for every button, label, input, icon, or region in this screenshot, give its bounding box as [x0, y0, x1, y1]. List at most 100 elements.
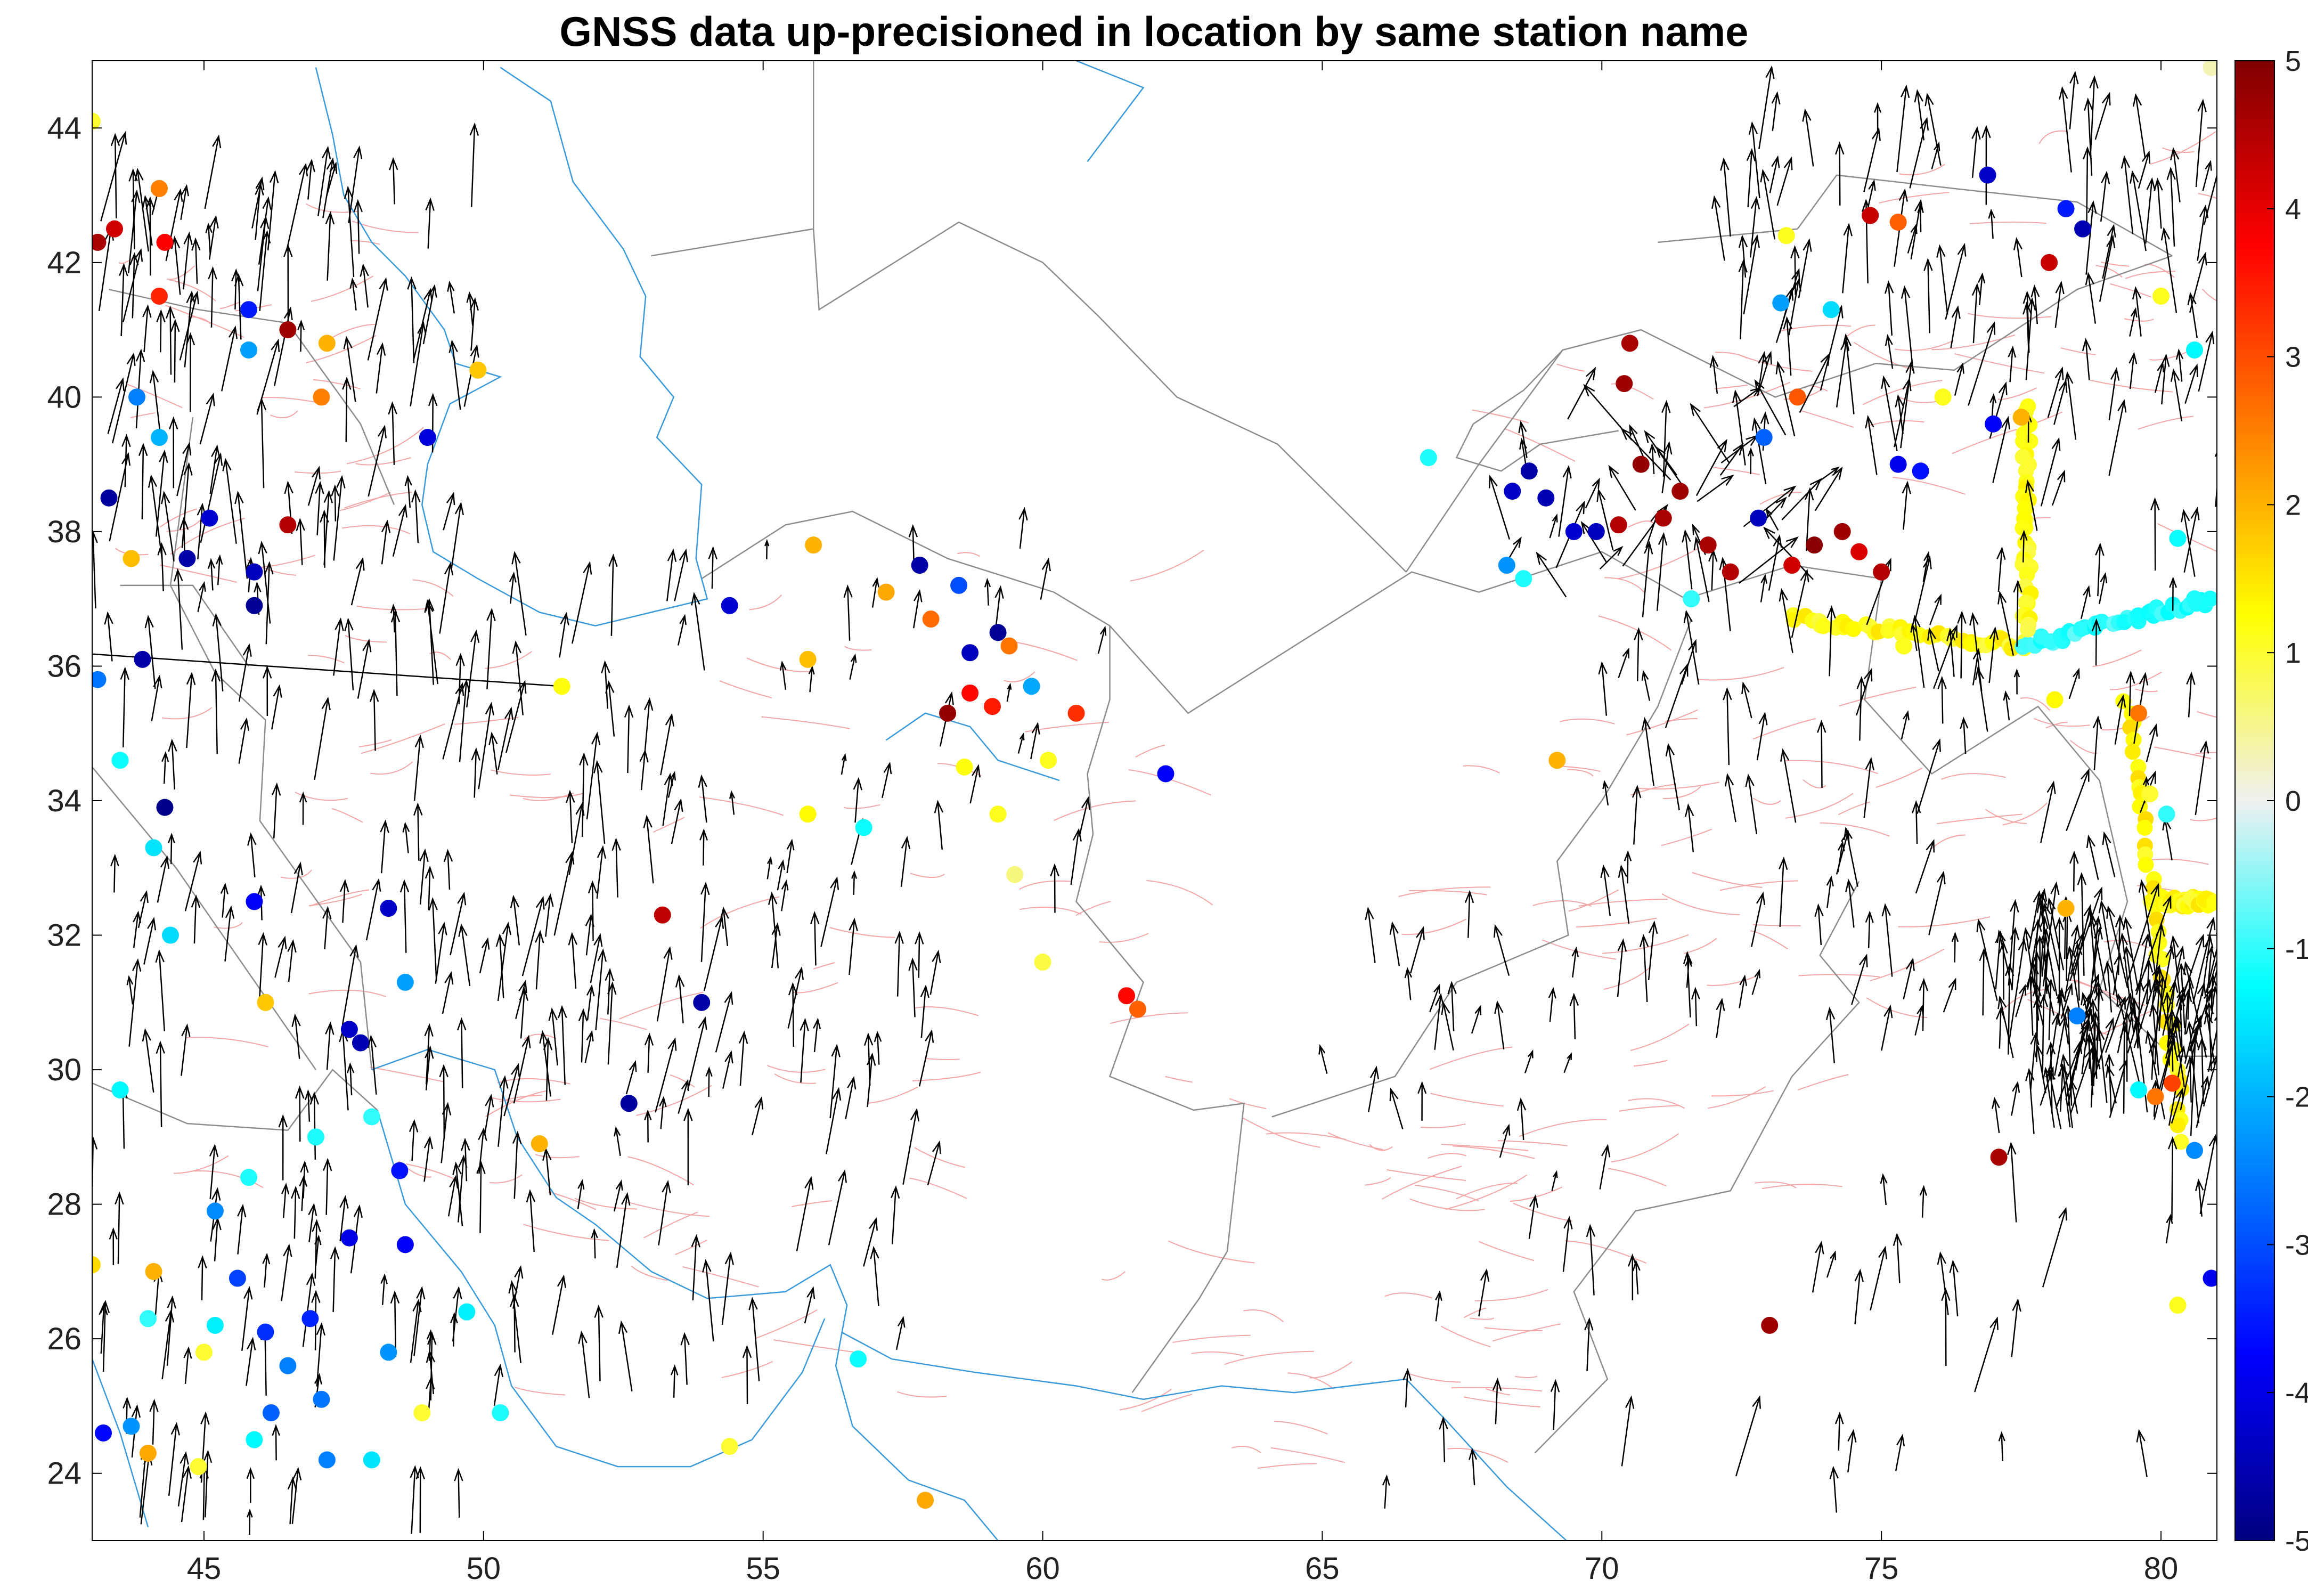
station-marker [178, 550, 196, 567]
fault-line [1532, 900, 1592, 907]
velocity-arrow [2154, 361, 2165, 393]
x-tick-label: 70 [1585, 1551, 1619, 1586]
fault-line [1661, 828, 1712, 846]
velocity-arrow [104, 611, 113, 662]
velocity-arrow [895, 1316, 906, 1350]
velocity-arrow [2068, 667, 2080, 699]
velocity-arrow [157, 855, 169, 903]
velocity-arrow [2008, 345, 2017, 382]
velocity-arrow [1804, 487, 1814, 551]
velocity-arrow [1608, 465, 1636, 511]
velocity-arrow [1971, 282, 1981, 344]
velocity-arrow [2007, 1142, 2017, 1223]
velocity-arrow [2198, 330, 2215, 392]
station-marker [989, 805, 1007, 823]
velocity-arrow [1977, 272, 1986, 306]
velocity-arrow [593, 760, 606, 844]
velocity-arrow [2204, 1011, 2216, 1067]
velocity-arrow [306, 158, 315, 200]
velocity-arrow [380, 819, 389, 874]
velocity-arrow [2069, 886, 2103, 982]
velocity-arrow [1596, 488, 1614, 550]
fault-line [2135, 688, 2158, 693]
fault-line [1604, 577, 1645, 593]
fault-line [1608, 1168, 1667, 1187]
velocity-arrow [1435, 1290, 1442, 1322]
station-marker [352, 1034, 369, 1052]
colorbar-tick-label: -1 [2285, 933, 2308, 965]
velocity-arrow [133, 910, 142, 948]
border [1534, 881, 1860, 1454]
fault-line [1602, 934, 1689, 954]
fault-line [2162, 147, 2195, 153]
velocity-arrow [2196, 1075, 2210, 1128]
velocity-arrow [202, 1450, 213, 1518]
velocity-arrow [912, 589, 923, 629]
station-marker [279, 516, 297, 534]
fault-line [2138, 416, 2194, 430]
velocity-arrow [2121, 155, 2134, 234]
velocity-arrow [813, 1017, 821, 1053]
fault-line [792, 1200, 833, 1207]
fault-line [308, 655, 345, 664]
border [109, 289, 395, 505]
velocity-arrow [1569, 992, 1579, 1039]
velocity-arrow [486, 607, 496, 690]
border [1658, 174, 2173, 257]
velocity-arrow [1911, 614, 1925, 688]
velocity-arrow [655, 1037, 677, 1113]
velocity-arrow [1856, 675, 1866, 741]
velocity-arrow [1464, 890, 1474, 938]
belt-station [2122, 719, 2139, 736]
velocity-arrow [1992, 416, 2010, 483]
fault-line [1619, 1105, 1679, 1112]
station-marker [961, 684, 979, 702]
velocity-arrow [1826, 875, 1834, 908]
fault-line [1270, 1447, 1345, 1463]
belt-station [2130, 759, 2147, 775]
velocity-arrow [1739, 974, 1748, 1008]
velocity-arrow [671, 1364, 679, 1398]
velocity-arrow [322, 906, 332, 950]
velocity-arrow [466, 629, 480, 707]
velocity-arrow [350, 557, 365, 606]
velocity-arrow [452, 1286, 462, 1342]
velocity-arrow [810, 911, 820, 966]
border [287, 1069, 378, 1131]
fault-line [295, 470, 341, 474]
velocity-arrow [1410, 926, 1425, 973]
velocity-arrow [413, 1286, 426, 1356]
velocity-arrow [2054, 917, 2064, 1005]
velocity-arrow [596, 845, 607, 899]
velocity-arrow [584, 1030, 594, 1063]
velocity-arrow [423, 1135, 434, 1182]
velocity-arrow [853, 777, 862, 823]
fault-line [485, 651, 533, 669]
velocity-arrow [1946, 628, 1956, 677]
station-marker [257, 1323, 274, 1341]
velocity-arrow [1912, 800, 1921, 844]
velocity-arrow [388, 401, 397, 465]
velocity-arrow [184, 850, 202, 911]
velocity-arrow [1775, 361, 1796, 437]
station-marker [396, 1236, 414, 1253]
velocity-arrow [1992, 1096, 2000, 1134]
velocity-arrow [110, 853, 119, 893]
velocity-arrow [1599, 1144, 1611, 1190]
velocity-arrow [2105, 996, 2126, 1053]
velocity-arrow [99, 1302, 108, 1354]
station-marker [246, 563, 263, 581]
velocity-arrow [509, 572, 517, 604]
velocity-arrow [2089, 915, 2102, 1000]
fault-line [165, 305, 244, 338]
velocity-arrow [191, 237, 201, 284]
station-marker [246, 1431, 263, 1448]
station-marker [92, 233, 107, 251]
station-marker [1889, 214, 1907, 231]
fault-line [1839, 687, 1916, 707]
station-marker [1822, 301, 1840, 319]
velocity-arrow [1776, 156, 1793, 206]
velocity-arrow [788, 982, 798, 1047]
fault-line [1409, 890, 1487, 895]
velocity-arrow [2106, 1064, 2117, 1104]
